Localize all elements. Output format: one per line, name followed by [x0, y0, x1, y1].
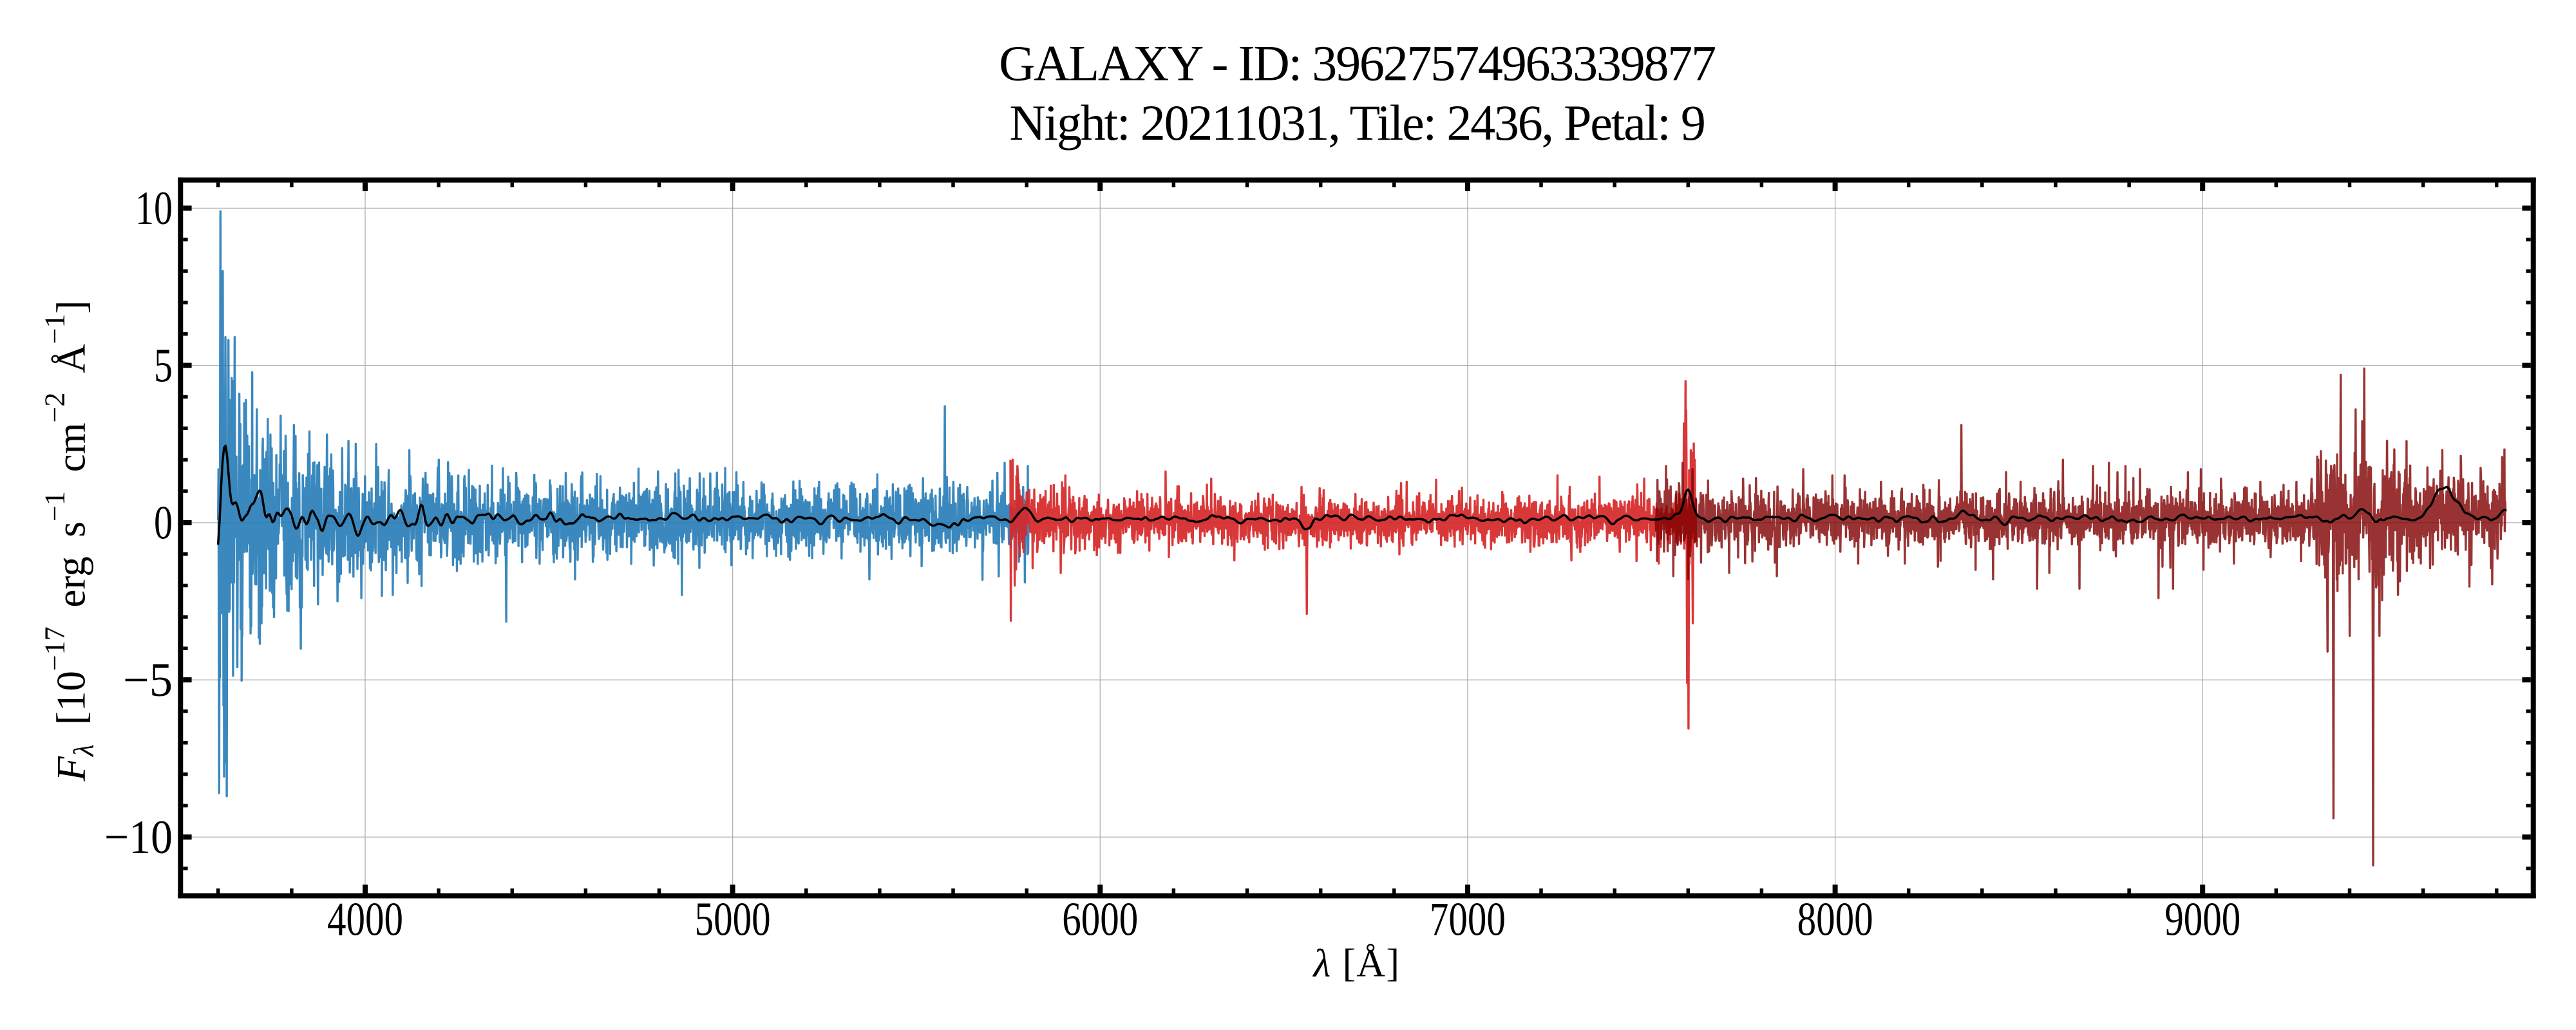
- svg-text:4000: 4000: [327, 893, 403, 946]
- svg-text:7000: 7000: [1430, 893, 1506, 946]
- svg-text:−5: −5: [123, 654, 173, 707]
- svg-text:λ [Å]: λ [Å]: [1312, 942, 1401, 986]
- svg-text:GALAXY - ID: 39627574963339877: GALAXY - ID: 39627574963339877: [999, 35, 1715, 91]
- svg-text:10: 10: [135, 182, 173, 235]
- svg-text:Night: 20211031, Tile: 2436, P: Night: 20211031, Tile: 2436, Petal: 9: [1009, 95, 1704, 151]
- svg-text:−10: −10: [104, 811, 173, 864]
- svg-text:8000: 8000: [1797, 893, 1873, 946]
- svg-text:Fλ [10−17 erg s−1 cm−2 Å−1]: Fλ [10−17 erg s−1 cm−2 Å−1]: [39, 301, 100, 782]
- svg-text:6000: 6000: [1062, 893, 1138, 946]
- svg-text:9000: 9000: [2164, 893, 2240, 946]
- svg-text:5: 5: [154, 339, 173, 392]
- svg-text:0: 0: [154, 497, 173, 550]
- svg-text:5000: 5000: [695, 893, 771, 946]
